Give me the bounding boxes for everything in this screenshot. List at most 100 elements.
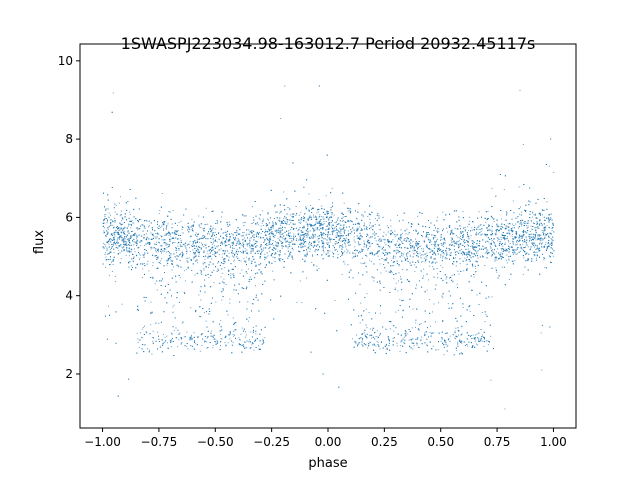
data-point	[284, 85, 286, 87]
data-point	[201, 274, 203, 275]
data-point	[416, 251, 418, 253]
data-point	[176, 255, 178, 257]
data-point	[324, 247, 326, 249]
data-point	[416, 242, 418, 243]
data-point	[433, 332, 435, 334]
data-point	[337, 250, 338, 252]
data-point	[159, 260, 161, 262]
data-point	[449, 252, 451, 254]
data-point	[162, 251, 164, 253]
data-point	[444, 341, 446, 343]
data-point	[202, 228, 204, 230]
data-point	[198, 215, 200, 217]
data-point	[272, 256, 274, 258]
data-point	[392, 233, 394, 235]
data-point	[425, 236, 427, 238]
data-point	[337, 229, 339, 231]
data-point	[221, 262, 223, 264]
data-point	[521, 225, 522, 227]
data-point	[300, 223, 302, 225]
data-point	[179, 277, 181, 278]
data-point	[384, 242, 386, 244]
data-point	[168, 234, 170, 236]
data-point	[485, 221, 487, 223]
data-point	[533, 254, 535, 256]
data-point	[401, 237, 402, 239]
data-point	[436, 261, 438, 263]
data-point	[165, 251, 167, 253]
data-point	[520, 237, 522, 239]
data-point	[178, 222, 180, 223]
data-point	[384, 254, 386, 256]
data-point	[275, 253, 277, 255]
data-point	[515, 223, 517, 225]
data-point	[491, 231, 493, 233]
data-point	[151, 233, 153, 235]
data-point	[206, 250, 208, 252]
data-point	[552, 236, 554, 238]
data-point	[147, 236, 149, 238]
data-point	[220, 337, 222, 339]
data-point	[224, 267, 226, 269]
data-point	[250, 347, 252, 349]
data-point	[414, 246, 415, 248]
data-point	[137, 239, 139, 241]
data-point	[500, 236, 502, 238]
data-point	[246, 249, 248, 251]
data-point	[121, 232, 123, 234]
data-point	[473, 276, 475, 278]
data-point	[539, 240, 541, 242]
data-point	[280, 233, 282, 235]
data-point	[259, 218, 261, 220]
data-point	[137, 234, 139, 236]
data-point	[208, 267, 209, 268]
data-point	[130, 235, 132, 237]
data-point	[437, 349, 439, 351]
data-point	[173, 242, 174, 243]
data-point	[130, 251, 132, 253]
data-point	[434, 236, 436, 238]
data-point	[233, 253, 235, 254]
data-point	[186, 249, 188, 251]
data-point	[329, 241, 331, 243]
data-point	[400, 229, 402, 231]
data-point	[310, 244, 312, 246]
data-point	[193, 332, 195, 334]
data-point	[167, 223, 169, 225]
data-point	[106, 232, 108, 234]
data-point	[220, 276, 222, 278]
data-point	[233, 330, 235, 332]
data-point	[198, 294, 200, 296]
data-point	[462, 211, 464, 213]
data-point	[306, 251, 308, 253]
data-point	[123, 250, 124, 252]
data-point	[479, 242, 480, 244]
data-point	[243, 258, 245, 259]
data-point	[119, 196, 121, 198]
data-point	[317, 250, 319, 251]
data-point	[211, 258, 213, 260]
data-point	[262, 340, 264, 342]
data-point	[121, 246, 123, 248]
data-point	[299, 236, 301, 238]
data-point	[475, 334, 477, 336]
data-point	[454, 330, 456, 332]
data-point	[151, 353, 153, 355]
data-point	[129, 211, 131, 213]
data-point	[372, 236, 373, 238]
data-point	[246, 273, 248, 274]
data-point	[466, 252, 467, 254]
data-point	[369, 246, 371, 248]
data-point	[203, 246, 205, 248]
data-point	[114, 218, 116, 219]
data-point	[258, 224, 260, 226]
data-point	[195, 255, 197, 257]
data-point	[478, 228, 480, 230]
data-point	[369, 224, 371, 226]
data-point	[476, 294, 478, 296]
data-point	[523, 257, 525, 259]
data-point	[434, 253, 436, 255]
data-point	[350, 220, 352, 222]
data-point	[166, 335, 168, 337]
data-point	[368, 312, 370, 313]
